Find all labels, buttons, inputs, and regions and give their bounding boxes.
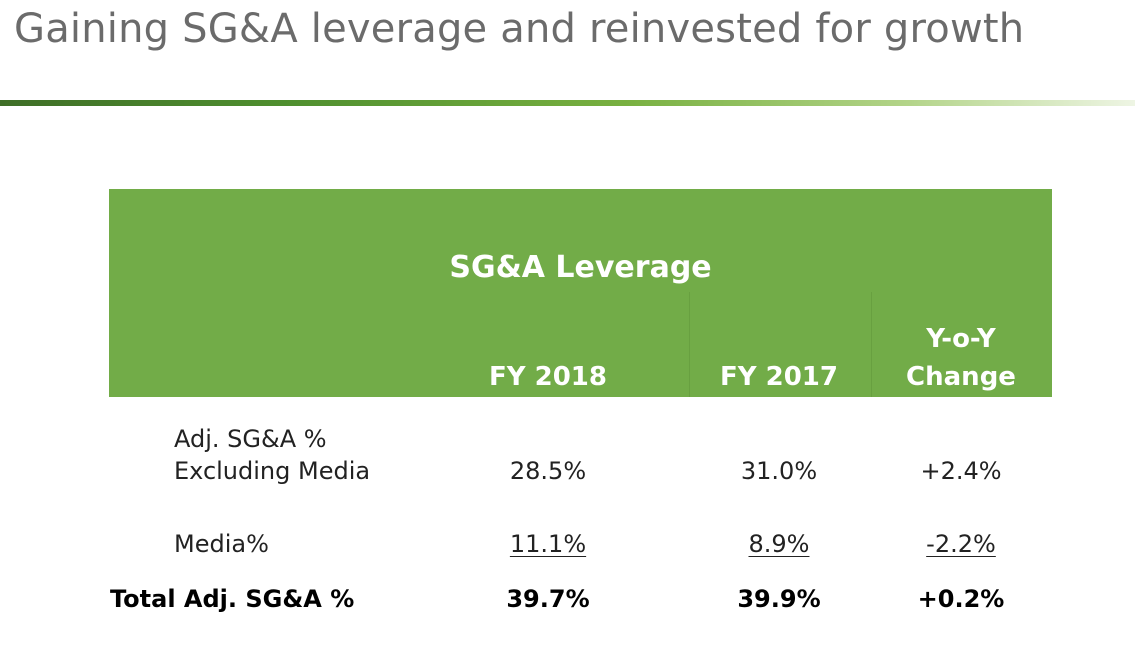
slide-title: Gaining SG&A leverage and reinvested for… bbox=[14, 6, 1025, 52]
column-header-fy2017: FY 2017 bbox=[719, 362, 838, 392]
header-divider bbox=[871, 292, 872, 397]
cell-fy2018: 11.1% bbox=[455, 528, 641, 560]
cell-value: 8.9% bbox=[748, 530, 810, 558]
cell-fy2018: 39.7% bbox=[506, 585, 590, 613]
cell-fy2017: 8.9% bbox=[686, 528, 872, 560]
row-label-media: Media% bbox=[174, 530, 269, 558]
cell-fy2017: 31.0% bbox=[740, 457, 818, 485]
column-header-yoy-line2: Change bbox=[906, 362, 1016, 392]
cell-value: -2.2% bbox=[926, 530, 996, 558]
cell-fy2017: 39.9% bbox=[737, 585, 821, 613]
column-header-yoy: Y-o-Y Change bbox=[870, 320, 1052, 396]
table-header-band bbox=[109, 189, 1052, 397]
title-underline-rule bbox=[0, 100, 1135, 106]
table-title: SG&A Leverage bbox=[449, 250, 712, 285]
cell-value: 11.1% bbox=[509, 530, 587, 558]
cell-yoy: +2.4% bbox=[920, 457, 1002, 485]
row-label-adj-sga-excl-media: Adj. SG&A % Excluding Media bbox=[174, 423, 370, 487]
cell-yoy: -2.2% bbox=[870, 528, 1052, 560]
column-header-fy2018: FY 2018 bbox=[488, 362, 607, 392]
cell-yoy: +0.2% bbox=[917, 585, 1005, 613]
row-label-total-adj-sga: Total Adj. SG&A % bbox=[110, 585, 355, 613]
cell-fy2018: 28.5% bbox=[509, 457, 587, 485]
row-label-line1: Adj. SG&A % bbox=[174, 425, 327, 453]
header-divider bbox=[689, 292, 690, 397]
row-label-line2: Excluding Media bbox=[174, 457, 371, 485]
column-header-yoy-line1: Y-o-Y bbox=[926, 324, 996, 354]
